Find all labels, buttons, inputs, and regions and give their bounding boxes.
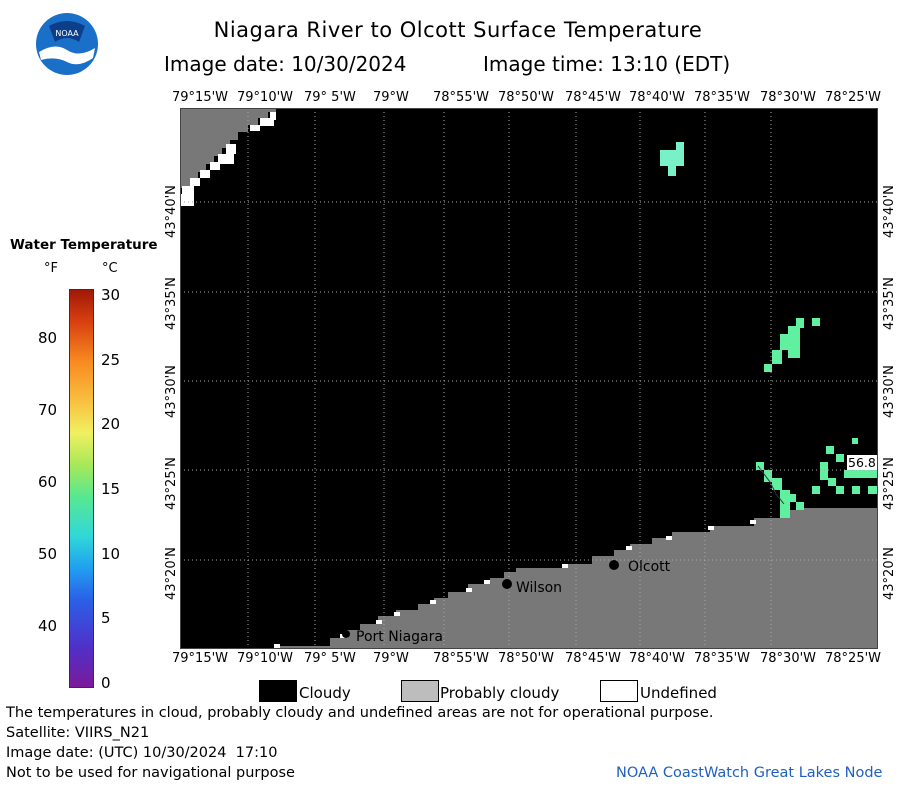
credit-text: NOAA CoastWatch Great Lakes Node xyxy=(616,765,883,781)
place-wilson: Wilson xyxy=(516,580,563,596)
satellite-text: Satellite: VIIRS_N21 xyxy=(6,725,150,741)
noaa-logo: NOAA xyxy=(36,13,98,75)
legend-swatch-cloudy xyxy=(259,680,297,702)
lon-label-top: 79°10'W xyxy=(237,90,294,105)
colorbar-tick-f: 60 xyxy=(38,472,58,491)
lon-label-bottom: 78°45'W xyxy=(565,651,622,666)
lat-label-right: 43°40'N xyxy=(882,185,897,238)
legend-swatch-probably-cloudy xyxy=(401,680,439,702)
lon-label-top: 78°55'W xyxy=(433,90,490,105)
utc-date-text: Image date: (UTC) 10/30/2024 17:10 xyxy=(6,745,278,761)
lon-label-bottom: 78°30'W xyxy=(760,651,817,666)
colorbar-unit-c: °C xyxy=(102,261,118,276)
map-border xyxy=(180,108,878,649)
lon-label-top: 78°30'W xyxy=(760,90,817,105)
creek-line xyxy=(757,465,785,505)
data-value-label: 56.8 xyxy=(847,455,877,470)
disclaimer-text: The temperatures in cloud, probably clou… xyxy=(6,705,714,721)
colorbar-gradient xyxy=(69,289,94,688)
logo-text: NOAA xyxy=(55,29,79,38)
lon-label-top: 78°50'W xyxy=(498,90,555,105)
place-olcott: Olcott xyxy=(628,559,671,575)
lat-label-right: 43°20'N xyxy=(882,547,897,600)
port-niagara-marker xyxy=(342,630,350,638)
lon-label-top: 78°45'W xyxy=(565,90,622,105)
lon-label-bottom: 78°25'W xyxy=(825,651,882,666)
colorbar-tick-c: 20 xyxy=(101,415,121,434)
lon-label-bottom: 79°W xyxy=(373,651,409,666)
graticule xyxy=(180,108,878,649)
lon-label-bottom: 78°35'W xyxy=(694,651,751,666)
lon-label-top: 78°40'W xyxy=(629,90,686,105)
place-port-niagara: Port Niagara xyxy=(356,629,443,645)
colorbar-tick-c: 10 xyxy=(101,544,121,563)
lat-label-left: 43°20'N xyxy=(164,547,179,600)
lon-label-top: 79°15'W xyxy=(172,90,229,105)
colorbar-tick-c: 0 xyxy=(101,674,111,692)
lon-label-bottom: 78°55'W xyxy=(433,651,490,666)
lon-label-bottom: 79° 5'W xyxy=(304,651,356,666)
undefined-area-nw xyxy=(180,112,276,206)
colorbar-title: Water Temperature xyxy=(10,237,158,253)
colorbar-tick-f: 80 xyxy=(38,329,58,348)
lon-label-top: 78°35'W xyxy=(694,90,751,105)
map xyxy=(180,108,878,649)
image-time: Image time: 13:10 (EDT) xyxy=(483,52,731,76)
olcott-marker xyxy=(609,560,619,570)
lon-label-top: 79°W xyxy=(373,90,409,105)
colorbar-tick-c: 30 xyxy=(101,286,121,304)
colorbar-tick-f: 40 xyxy=(38,616,58,635)
lon-label-bottom: 78°40'W xyxy=(629,651,686,666)
colorbar-tick-c: 25 xyxy=(101,350,121,369)
lon-label-top: 79° 5'W xyxy=(304,90,356,105)
legend-label-undefined: Undefined xyxy=(640,684,717,702)
colorbar-tick-f: 70 xyxy=(38,400,58,419)
legend-swatch-undefined xyxy=(600,680,638,702)
colorbar-tick-f: 50 xyxy=(38,544,58,563)
probably-cloudy-south xyxy=(278,508,878,649)
lat-label-right: 43°30'N xyxy=(882,365,897,418)
lat-label-right: 43°35'N xyxy=(882,277,897,330)
lon-label-top: 78°25'W xyxy=(825,90,882,105)
image-date: Image date: 10/30/2024 xyxy=(164,52,407,76)
lon-label-bottom: 79°15'W xyxy=(172,651,229,666)
wilson-marker xyxy=(502,579,512,589)
nav-warning-text: Not to be used for navigational purpose xyxy=(6,765,295,781)
colorbar-tick-c: 15 xyxy=(101,480,121,498)
lat-label-left: 43°40'N xyxy=(164,185,179,238)
colorbar-tick-c: 5 xyxy=(101,609,111,628)
lon-label-bottom: 79°10'W xyxy=(237,651,294,666)
page-title: Niagara River to Olcott Surface Temperat… xyxy=(213,18,703,42)
lat-label-left: 43°30'N xyxy=(164,365,179,418)
lon-label-bottom: 78°50'W xyxy=(498,651,555,666)
lat-label-right: 43°25'N xyxy=(882,457,897,510)
lat-label-left: 43°35'N xyxy=(164,277,179,330)
legend-label-probably-cloudy: Probably cloudy xyxy=(440,684,560,702)
lat-label-left: 43°25'N xyxy=(164,457,179,510)
legend-label-cloudy: Cloudy xyxy=(299,684,351,702)
colorbar-unit-f: °F xyxy=(44,261,58,276)
